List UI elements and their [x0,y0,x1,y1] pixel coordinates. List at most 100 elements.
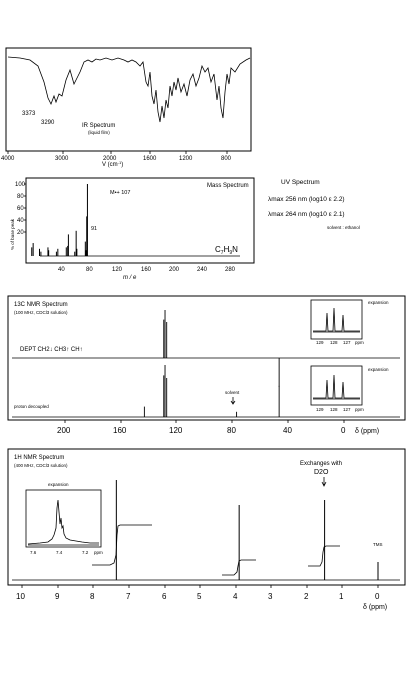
h1-title: 1H NMR Spectrum [14,455,64,461]
mass-x-axis-label: m / e [123,275,137,281]
ir-x-axis-label: V (cm-1) [102,160,123,168]
h1-expansion-label: expansion [48,482,69,487]
c13-tick-200: 200 [57,426,71,435]
h1-exchanges-line-2: D2O [314,469,329,476]
ir-peak-label-3290: 3290 [41,120,55,126]
h1-x-axis: 10 9 8 7 6 5 4 3 2 1 0 δ (ppm) [16,585,387,611]
mass-y-tick-20: 20 [17,230,24,236]
mass-y-tick-60: 60 [17,206,24,212]
h1-integral-ch2 [222,559,256,576]
h1-integral-aromatic [92,524,152,566]
mass-formula: C7H9N [215,245,238,256]
mass-x-tick-280: 280 [225,267,236,273]
h1-expansion-trace [27,499,99,545]
c13-expansion-2: expansion 129 128 127 ppm [310,365,389,412]
h1-tick-1: 1 [339,592,344,601]
c13-exp1-tick-ppm: ppm [355,340,364,345]
h1-exp-tick-ppm: ppm [94,550,103,555]
h1-exp-tick-7.2: 7.2 [82,550,89,555]
h1-exchange-arrow [321,477,327,487]
c13-tick-160: 160 [113,426,127,435]
ir-spectrum-panel: 3373 3290 IR Spectrum (liquid film) 4000… [1,47,252,168]
mass-peak-label-91: 91 [91,226,97,232]
mass-molecular-ion-label: M•+ 107 [110,190,130,196]
h1-tick-4: 4 [233,592,238,601]
h1-tms-label: TMS [373,542,383,547]
c13-exp1-tick-129: 129 [316,340,324,345]
ir-frame [5,47,252,152]
c13-title: 13C NMR Spectrum [14,302,68,308]
c13-expansion-1: expansion 129 128 127 ppm [310,299,389,345]
c13-expansion-2-label: expansion [368,367,389,372]
c13-exp1-tick-127: 127 [343,340,351,345]
h1-x-axis-label: δ (ppm) [363,604,387,611]
ir-title: IR Spectrum [82,123,115,129]
c13-decoupled-peaks [143,365,280,417]
c13-expansion-1-label: expansion [368,300,389,305]
mass-y-tick-40: 40 [17,218,24,224]
mass-x-axis: 40 80 120 160 200 240 280 m / e [40,255,240,281]
h1-tick-0: 0 [375,592,380,601]
c13-tick-40: 40 [283,426,292,435]
c13-tick-80: 80 [227,426,236,435]
uv-title: UV Spectrum [281,179,320,186]
h1-tick-2: 2 [304,592,309,601]
uv-line-2: λmax 264 nm (log10 ε 2.1) [268,211,345,218]
h1-exp-tick-7.4: 7.4 [56,550,63,555]
mass-x-tick-200: 200 [169,267,180,273]
mass-spectrum-panel: Mass Spectrum M•+ 107 91 C7H9N % of base… [10,177,255,281]
ir-tick-2000: 2000 [103,156,117,162]
c13-x-axis: 200 160 120 80 40 0 δ (ppm) [57,420,379,435]
mass-x-tick-120: 120 [112,267,123,273]
h1-integral-nh2 [308,545,340,567]
h1-expansion: expansion 7.6 7.4 7.2 ppm [25,482,103,555]
ir-tick-1600: 1600 [143,156,157,162]
ir-x-axis: 4000 3000 2000 1600 1200 800 V (cm-1) [1,151,232,168]
c13-expansion-1-trace [313,307,360,332]
c13-tick-120: 120 [169,426,183,435]
h1-tick-3: 3 [268,592,273,601]
mass-x-tick-240: 240 [197,267,208,273]
uv-line-1: λmax 256 nm (log10 ε 2.2) [268,196,345,203]
c13-solvent-label: solvent [225,390,240,395]
mass-y-axis-label: % of base peak [10,218,15,250]
mass-x-tick-40: 40 [58,267,65,273]
h1-peaks [115,480,379,580]
c13-solvent-arrow [230,397,236,405]
c13-proton-decoupled-label: proton decoupled [14,404,49,409]
mass-title: Mass Spectrum [207,183,249,189]
ir-subtitle: (liquid film) [88,130,110,135]
h1-tick-6: 6 [162,592,167,601]
h1-tick-7: 7 [126,592,131,601]
mass-x-tick-160: 160 [141,267,152,273]
mass-peaks [31,184,88,256]
c13-exp2-tick-127: 127 [343,407,351,412]
ir-peak-label-3373: 3373 [22,111,36,117]
h1-tick-8: 8 [90,592,95,601]
h1-subtitle: (400 MHz, CDCl3 solution) [14,463,68,468]
c13-frame [7,295,406,421]
h1-nmr-panel: 1H NMR Spectrum (400 MHz, CDCl3 solution… [7,448,406,611]
mass-y-tick-100: 100 [15,182,26,188]
h1-tick-5: 5 [197,592,202,601]
h1-exchanges-line-1: Exchanges with [300,461,342,467]
ir-tick-800: 800 [221,156,232,162]
h1-tick-9: 9 [55,592,60,601]
mass-frame [25,177,255,264]
c13-nmr-panel: 13C NMR Spectrum (100 MHz, CDCl3 solutio… [7,295,406,435]
ir-tick-3000: 3000 [55,156,69,162]
mass-y-axis: 100 80 60 40 20 [15,182,26,236]
c13-expansion-2-trace [313,374,360,399]
c13-subtitle: (100 MHz, CDCl3 solution) [14,310,68,315]
c13-dept-peaks [163,310,280,387]
c13-dept-label: DEPT CH2↓ CH3↑ CH↑ [20,347,83,353]
h1-frame [7,448,406,586]
c13-x-axis-label: δ (ppm) [355,428,379,435]
mass-y-tick-80: 80 [17,194,24,200]
h1-tick-10: 10 [16,592,25,601]
uv-solvent: solvent : ethanol [327,225,360,230]
ir-trace [7,56,251,123]
ir-tick-4000: 4000 [1,156,15,162]
c13-tick-0: 0 [341,426,346,435]
